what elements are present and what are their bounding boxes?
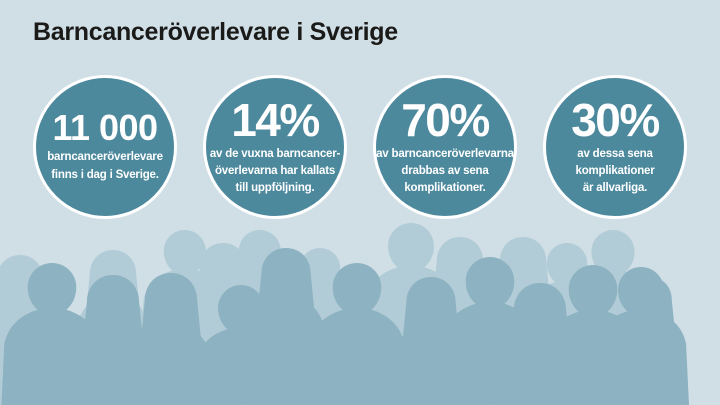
stat-value: 11 000 [52, 107, 158, 149]
stat-description: av dessa sena komplikationer är allvarli… [576, 146, 655, 198]
stat-description-line: av barncanceröverlevarna [376, 147, 514, 160]
stat-description-line: barncanceröverlevare [47, 151, 163, 164]
stat-description-line: av dessa sena [577, 147, 653, 160]
stat-description-line: finns i dag i Sverige. [51, 168, 159, 181]
stat-circle-survivors: 11 000 barncanceröverlevare finns i dag … [33, 75, 177, 219]
stat-circle-followup: 14% av de vuxna barncancer- överlevarna … [203, 75, 347, 219]
stat-description: av de vuxna barncancer- överlevarna har … [210, 146, 340, 198]
stat-value: 70% [401, 93, 490, 146]
stat-value: 14% [231, 93, 320, 146]
stat-description-line: komplikationer. [404, 182, 486, 195]
stat-circles-row: 11 000 barncanceröverlevare finns i dag … [33, 75, 687, 219]
stat-circle-late-complications: 70% av barncanceröverlevarna drabbas av … [373, 75, 517, 219]
page-title: Barncanceröverlevare i Sverige [33, 18, 398, 46]
stat-description-line: är allvarliga. [582, 182, 648, 195]
stat-description-line: överlevarna har kallats [214, 164, 336, 177]
stat-description-line: drabbas av sena [401, 164, 489, 177]
stat-circle-severe-complications: 30% av dessa sena komplikationer är allv… [543, 75, 687, 219]
crowd-silhouette-illustration [0, 223, 693, 405]
stat-description: av barncanceröverlevarna drabbas av sena… [376, 146, 514, 198]
stat-description: barncanceröverlevare finns i dag i Sveri… [47, 149, 163, 184]
stat-value: 30% [571, 93, 660, 146]
stat-description-line: av de vuxna barncancer- [209, 147, 341, 160]
stat-description-line: komplikationer [575, 164, 655, 177]
stat-description-line: till uppföljning. [235, 182, 315, 195]
